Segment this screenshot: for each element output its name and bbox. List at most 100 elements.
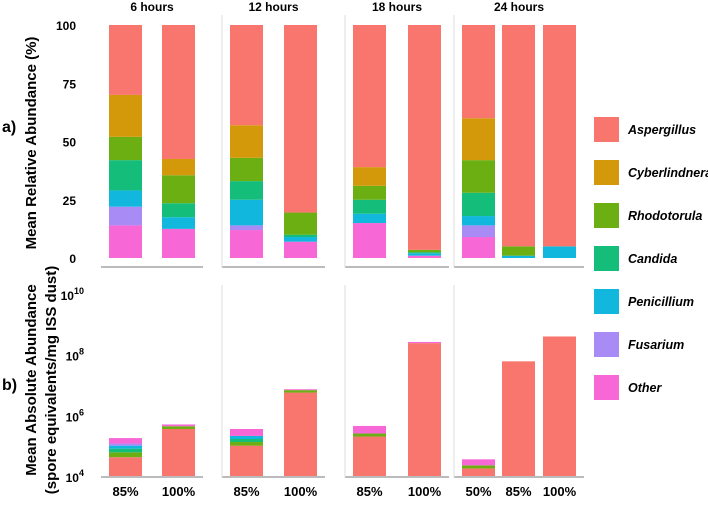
y-tick-label-a: 25 (63, 194, 77, 208)
legend-swatch-other (594, 375, 619, 400)
legend-label-candida: Candida (628, 252, 677, 266)
abs-bar-segment-aspergillus (462, 468, 495, 476)
legend-label-aspergillus: Aspergillus (627, 123, 696, 137)
bar-segment-aspergillus (502, 25, 535, 247)
abs-bar-segment-aspergillus (408, 343, 441, 476)
bar-segment-other (353, 223, 386, 258)
abs-bar-segment-candida (109, 448, 142, 453)
bar-segment-penicillium (284, 237, 317, 242)
y-tick-label-a: 50 (63, 136, 77, 150)
panel-b-label: b) (2, 377, 17, 394)
bar-segment-penicillium (109, 190, 142, 207)
bar-segment-penicillium (502, 255, 535, 258)
bar-segment-fusarium (109, 206, 142, 226)
bar-segment-other (462, 237, 495, 258)
abs-bar-segment-other (284, 389, 317, 391)
x-tick-label: 85% (233, 484, 259, 499)
y-tick-label-b: 104 (66, 468, 84, 485)
bar-segment-rhodotorula (502, 246, 535, 256)
abs-bar-segment-rhodotorula (230, 442, 263, 446)
legend-swatch-penicillium (594, 289, 619, 314)
bar-segment-aspergillus (284, 25, 317, 213)
x-tick-label: 100% (162, 484, 196, 499)
bar-segment-rhodotorula (462, 160, 495, 193)
abs-bar-segment-aspergillus (543, 336, 576, 476)
bar-segment-other (284, 241, 317, 258)
abs-bar-segment-other (109, 438, 142, 444)
legend-swatch-rhodotorula (594, 203, 619, 228)
bar-segment-aspergillus (109, 25, 142, 95)
abs-bar-segment-aspergillus (284, 392, 317, 476)
abs-bar-segment-other (408, 341, 441, 344)
y-tick-label-b: 106 (66, 407, 84, 424)
abs-bar-segment-other (162, 424, 195, 427)
legend-swatch-fusarium (594, 332, 619, 357)
bar-segment-cyberlindnera (162, 158, 195, 176)
abs-bar-segment-aspergillus (502, 361, 535, 476)
abs-bar-segment-rhodotorula (162, 426, 195, 429)
bar-segment-rhodotorula (408, 249, 441, 253)
bar-segment-rhodotorula (353, 185, 386, 200)
bar-segment-aspergillus (408, 25, 441, 250)
abs-bar-segment-penicillium (230, 435, 263, 439)
bar-segment-penicillium (353, 213, 386, 224)
bar-segment-fusarium (230, 225, 263, 231)
legend-label-cyberlindnera: Cyberlindnera (628, 166, 708, 180)
y-tick-label-b: 108 (66, 347, 84, 364)
bar-segment-rhodotorula (284, 212, 317, 235)
bar-segment-other (230, 230, 263, 258)
abs-bar-segment-other (462, 459, 495, 466)
abs-bar-segment-other (230, 428, 263, 436)
abs-bar-segment-aspergillus (109, 457, 142, 476)
abs-bar-segment-other (353, 425, 386, 434)
legend-swatch-cyberlindnera (594, 160, 619, 185)
abs-bar-segment-fusarium (109, 443, 142, 446)
bar-segment-candida (109, 160, 142, 191)
x-tick-label: 85% (112, 484, 138, 499)
ylabel-b-line1: Mean Absolute Abundance (23, 284, 40, 475)
x-tick-label: 85% (505, 484, 531, 499)
bar-segment-cyberlindnera (109, 94, 142, 137)
bar-segment-candida (353, 199, 386, 214)
plot-area: 0 25 50 75 100 6 hours 12 hours 18 hours 24 hour… (56, 0, 708, 499)
bar-segment-other (408, 255, 441, 258)
facet-header: 6 hours (130, 0, 174, 14)
bar-segment-penicillium (230, 199, 263, 226)
legend-label-rhodotorula: Rhodotorula (628, 209, 702, 223)
bar-segment-candida (230, 181, 263, 200)
abs-bar-segment-candida (230, 438, 263, 443)
bar-segment-candida (162, 203, 195, 218)
bar-segment-other (109, 225, 142, 258)
bar-segment-candida (284, 234, 317, 238)
bar-segment-penicillium (408, 253, 441, 256)
bar-segment-other (162, 228, 195, 258)
bar-segment-penicillium (162, 217, 195, 229)
bar-segment-aspergillus (162, 25, 195, 159)
x-tick-label: 100% (284, 484, 318, 499)
y-tick-label-a: 75 (63, 77, 77, 91)
x-tick-label: 100% (408, 484, 442, 499)
abs-bar-segment-rhodotorula (462, 465, 495, 469)
bar-segment-rhodotorula (230, 157, 263, 182)
abs-bar-segment-rhodotorula (353, 433, 386, 437)
legend-label-fusarium: Fusarium (628, 338, 684, 352)
bar-segment-penicillium (462, 216, 495, 226)
bar-segment-penicillium (543, 246, 576, 258)
abs-bar-segment-rhodotorula (109, 452, 142, 458)
facet-header: 18 hours (372, 0, 422, 14)
abs-bar-segment-aspergillus (162, 428, 195, 476)
bar-segment-rhodotorula (162, 175, 195, 204)
bar-segment-candida (408, 252, 441, 254)
facet-header: 24 hours (494, 0, 544, 14)
bar-segment-candida (462, 192, 495, 217)
abs-bar-segment-penicillium (109, 445, 142, 449)
panel-a-label: a) (2, 119, 16, 136)
y-tick-label-b: 1010 (61, 286, 84, 303)
legend-swatch-candida (594, 246, 619, 271)
ylabel-a: Mean Relative Abundance (%) (23, 37, 40, 250)
y-tick-label-a: 0 (69, 252, 76, 266)
bar-segment-cyberlindnera (353, 167, 386, 186)
y-tick-label-a: 100 (56, 19, 76, 33)
abs-bar-segment-aspergillus (353, 436, 386, 476)
